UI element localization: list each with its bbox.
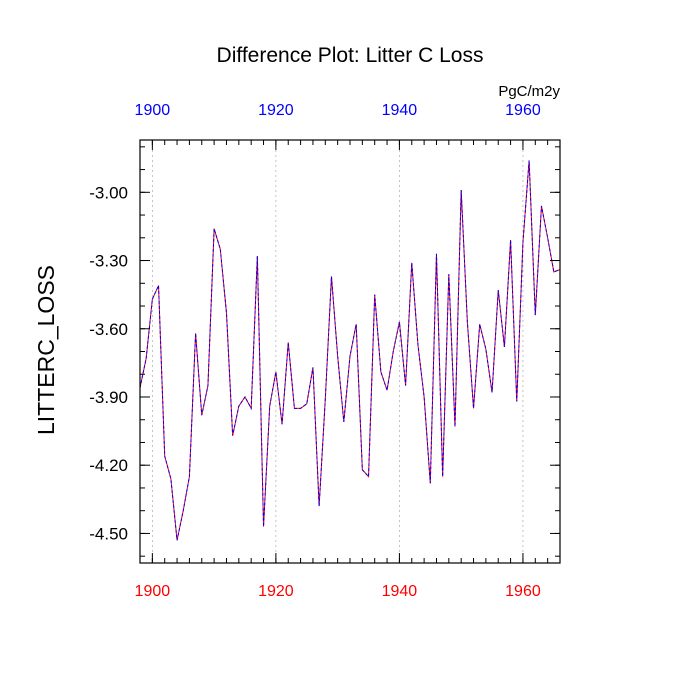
y-tick-label--3.30: -3.30 (89, 252, 128, 271)
y-axis-label: LITTERC_LOSS (33, 265, 59, 435)
x-tick-label-bottom-1960: 1960 (505, 583, 541, 600)
y-tick-label--3.00: -3.00 (89, 183, 128, 202)
series-group (139, 160, 561, 541)
y-tick-label--3.60: -3.60 (89, 320, 128, 339)
chart-title: Difference Plot: Litter C Loss (217, 44, 484, 67)
x-tick-label-bottom-1920: 1920 (258, 583, 294, 600)
y-tick-label--4.50: -4.50 (89, 524, 128, 543)
gridlines (152, 140, 524, 563)
units-label: PgC/m2y (498, 83, 560, 100)
series-red-line (139, 160, 561, 541)
plot-frame (139, 139, 561, 564)
axes: -3.00 -3.30 -3.60 -3.90 -4.20 -4.50 1900 1900 19… (89, 102, 561, 600)
y-tick-label--3.90: -3.90 (89, 388, 128, 407)
x-tick-label-top-1900: 1900 (135, 102, 171, 119)
x-tick-label-top-1960: 1960 (505, 102, 541, 119)
x-tick-label-bottom-1900: 1900 (135, 583, 171, 600)
x-tick-label-top-1940: 1940 (382, 102, 418, 119)
y-tick-label--4.20: -4.20 (89, 456, 128, 475)
x-tick-label-top-1920: 1920 (258, 102, 294, 119)
series-blue-line (139, 160, 561, 541)
x-tick-label-bottom-1940: 1940 (382, 583, 418, 600)
